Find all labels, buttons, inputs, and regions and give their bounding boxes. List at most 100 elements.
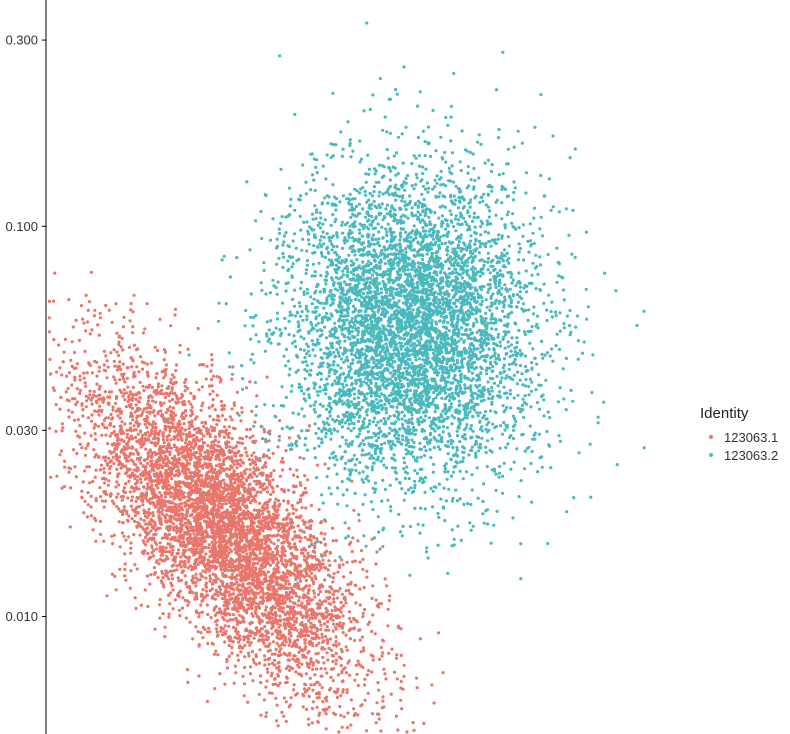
data-point — [200, 516, 204, 520]
data-point — [159, 494, 163, 498]
data-point — [121, 377, 125, 381]
data-point — [123, 574, 127, 578]
data-point — [96, 410, 100, 414]
data-point — [331, 539, 335, 543]
data-point — [273, 503, 277, 507]
data-point — [187, 494, 191, 498]
data-point — [60, 373, 64, 377]
data-point — [259, 589, 263, 593]
data-point — [288, 607, 292, 611]
data-point — [314, 635, 318, 639]
data-point — [296, 603, 300, 607]
data-point — [200, 385, 204, 389]
data-point — [305, 614, 309, 618]
data-point — [125, 428, 129, 432]
data-point — [281, 530, 285, 534]
data-point — [236, 640, 241, 644]
data-point — [286, 532, 290, 536]
data-point — [327, 628, 331, 632]
data-point — [160, 569, 164, 574]
data-point — [153, 479, 157, 483]
data-point — [170, 456, 174, 460]
data-point — [362, 683, 367, 687]
data-point — [262, 654, 267, 658]
data-point — [148, 582, 152, 586]
data-point — [268, 547, 273, 551]
data-point — [131, 508, 135, 512]
data-point — [70, 340, 74, 344]
data-point — [130, 406, 134, 411]
data-point — [173, 517, 177, 521]
data-point — [256, 561, 260, 566]
data-point — [207, 457, 211, 461]
data-point — [271, 554, 275, 558]
data-point — [119, 390, 123, 394]
data-point — [264, 539, 268, 543]
data-point — [126, 535, 131, 539]
data-point — [140, 433, 144, 437]
data-point — [243, 665, 247, 670]
data-point — [348, 616, 352, 621]
data-point — [258, 648, 262, 652]
data-point — [341, 667, 345, 671]
data-point — [339, 600, 343, 605]
data-point — [301, 705, 305, 709]
data-point — [143, 422, 147, 426]
data-point — [331, 580, 335, 584]
data-point — [93, 438, 98, 442]
data-point — [307, 723, 311, 727]
data-point — [262, 482, 266, 486]
data-point — [171, 397, 175, 402]
data-point — [215, 477, 220, 481]
data-point — [174, 538, 178, 543]
data-point — [89, 434, 93, 438]
data-point — [315, 613, 319, 617]
data-point — [271, 451, 275, 456]
data-point — [229, 543, 233, 547]
data-point — [112, 461, 116, 466]
data-point — [165, 435, 169, 439]
data-point — [284, 666, 288, 671]
data-point — [275, 551, 280, 555]
data-point — [315, 705, 319, 709]
data-point — [157, 457, 162, 461]
data-point — [263, 546, 267, 551]
data-point — [254, 607, 258, 612]
data-point — [132, 533, 136, 537]
data-point — [145, 362, 149, 366]
data-point — [225, 540, 229, 544]
data-point — [269, 492, 273, 497]
data-point — [129, 411, 133, 415]
data-point — [374, 598, 378, 602]
data-point — [283, 643, 287, 647]
data-point — [161, 459, 165, 464]
data-point — [235, 580, 239, 584]
data-point — [265, 485, 269, 490]
data-point — [304, 584, 308, 588]
data-point — [195, 461, 199, 465]
data-point — [271, 478, 275, 482]
data-point — [221, 615, 225, 620]
data-point — [275, 635, 279, 640]
data-point — [329, 602, 333, 606]
data-point — [167, 615, 171, 619]
data-point — [254, 463, 258, 467]
data-point — [198, 474, 202, 478]
data-point — [246, 637, 251, 642]
data-point — [171, 422, 175, 426]
data-point — [207, 384, 212, 388]
data-point — [301, 653, 305, 657]
data-point — [221, 580, 225, 584]
data-point — [209, 479, 213, 483]
data-point — [200, 444, 205, 448]
data-point — [361, 567, 365, 572]
data-point — [210, 474, 215, 478]
data-point — [239, 588, 243, 592]
data-point — [215, 423, 219, 427]
data-point — [149, 573, 153, 577]
data-point — [158, 557, 162, 561]
data-point — [155, 463, 159, 467]
data-point — [255, 631, 259, 635]
data-point — [52, 388, 56, 393]
data-point — [94, 399, 99, 403]
